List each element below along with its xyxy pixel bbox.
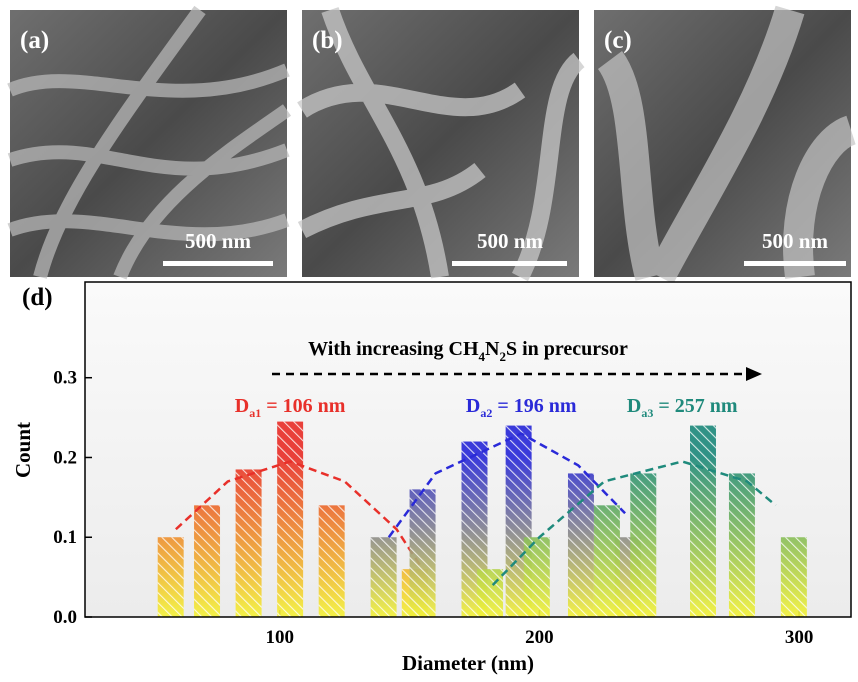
- legend-base: D: [627, 395, 641, 417]
- bar-hatch: [319, 505, 345, 617]
- scale-bar: [163, 261, 273, 266]
- legend-rest: = 257 nm: [653, 395, 738, 417]
- y-tick-label: 0.1: [53, 527, 77, 548]
- bar-hatch: [781, 537, 807, 617]
- x-tick-label: 100: [265, 627, 294, 648]
- legend-base: D: [235, 395, 249, 417]
- bar-hatch: [594, 505, 620, 617]
- x-tick-label: 200: [525, 627, 554, 648]
- note-text: S in precursor: [506, 338, 628, 360]
- figure: (a) (b) (c) 500 nm 500 nm 500 nm (d) Dia…: [0, 0, 858, 682]
- y-tick-label: 0.2: [53, 447, 77, 468]
- bar-hatch: [690, 426, 716, 617]
- bar-hatch: [729, 473, 755, 617]
- note-text: N: [485, 338, 500, 360]
- x-axis-title: Diameter (nm): [402, 651, 534, 675]
- scale-bar: [744, 261, 846, 266]
- note-text: With increasing CH: [308, 338, 479, 360]
- bar-hatch: [277, 422, 303, 617]
- x-tick-label: 300: [785, 627, 814, 648]
- y-tick-label: 0.0: [53, 607, 77, 628]
- scale-bar: [452, 261, 567, 266]
- legend-sub: a1: [249, 406, 261, 420]
- y-axis-title: Count: [11, 422, 35, 478]
- legend-rest: = 106 nm: [261, 395, 346, 417]
- bar-hatch: [524, 537, 550, 617]
- panel-label: (a): [20, 27, 49, 54]
- legend-base: D: [466, 395, 480, 417]
- scale-bar-label: 500 nm: [477, 229, 543, 253]
- panel-label: (d): [22, 284, 53, 311]
- legend-sub: a2: [480, 406, 492, 420]
- bar-hatch: [158, 537, 184, 617]
- bar-hatch: [194, 505, 220, 617]
- bar-hatch: [477, 569, 503, 617]
- bar-hatch: [630, 473, 656, 617]
- panel-label: (b): [312, 27, 343, 54]
- panel-label: (c): [604, 27, 632, 54]
- bar-hatch: [236, 469, 262, 617]
- scale-bar-label: 500 nm: [185, 229, 251, 253]
- bar-hatch: [371, 537, 397, 617]
- scale-bar-label: 500 nm: [762, 229, 828, 253]
- legend-rest: = 196 nm: [492, 395, 577, 417]
- y-tick-label: 0.3: [53, 368, 77, 389]
- legend-sub: a3: [641, 406, 653, 420]
- bar-hatch: [410, 489, 436, 617]
